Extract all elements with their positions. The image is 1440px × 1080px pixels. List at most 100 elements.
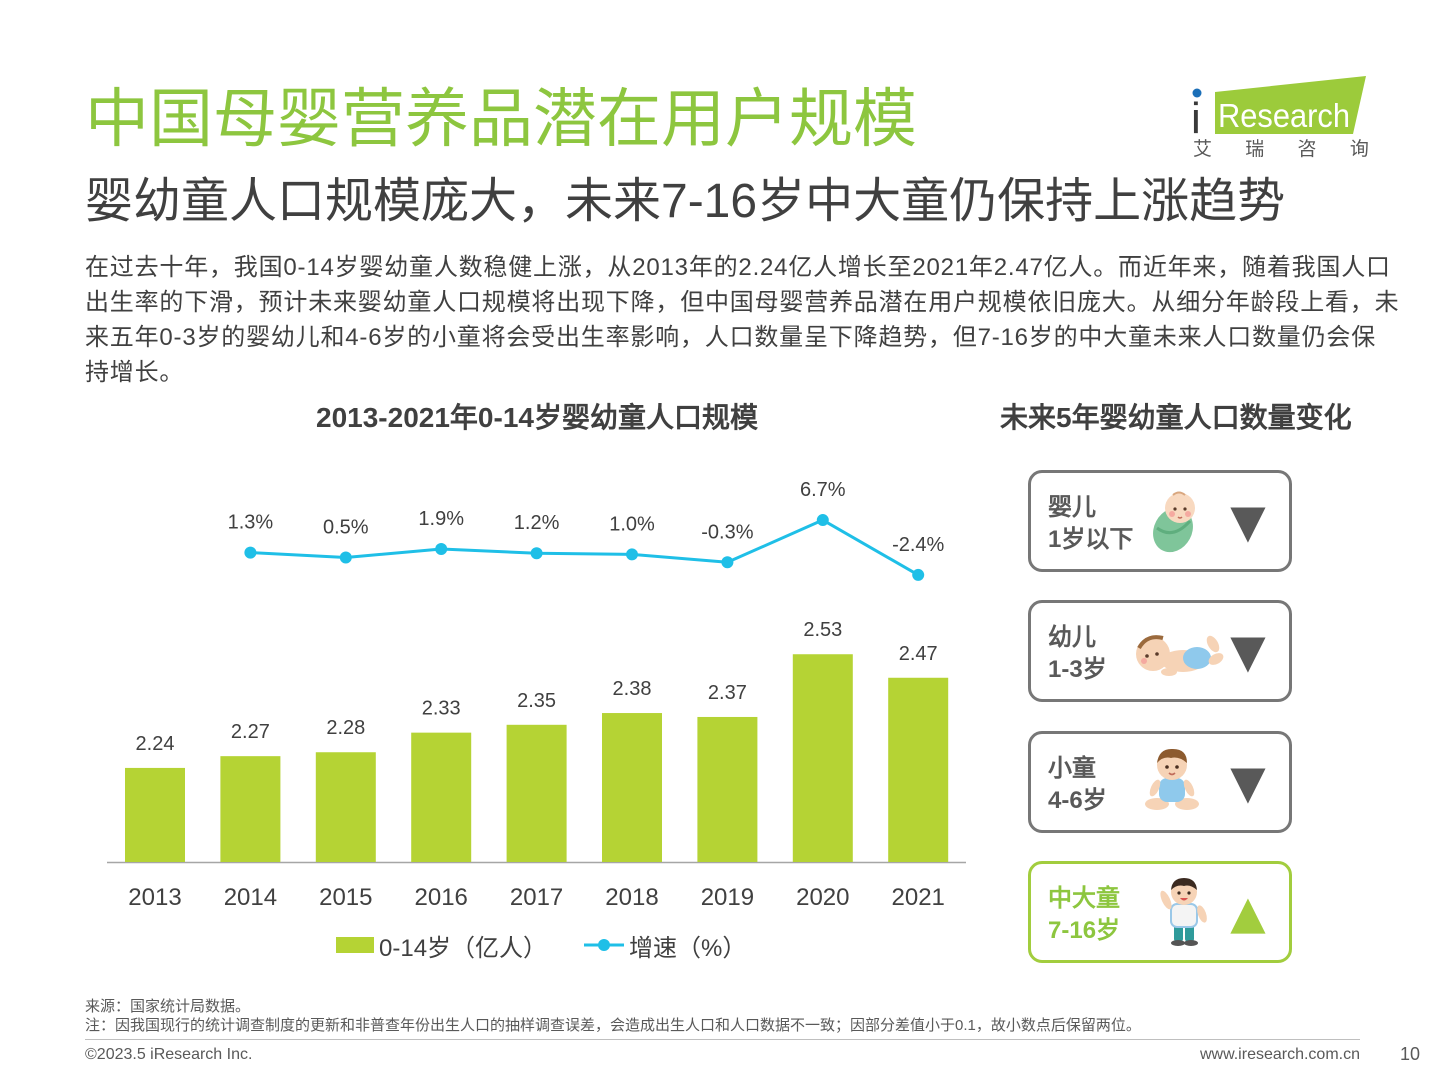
child-leg <box>1185 924 1194 942</box>
growth-point-2019 <box>721 556 734 569</box>
bar-2016 <box>411 732 472 862</box>
growth-label-2014: 1.3% <box>228 512 274 534</box>
bar-label-2013: 2.24 <box>136 733 175 755</box>
trend-down-icon: ▼ <box>1230 755 1266 809</box>
page-number: 10 <box>1400 1044 1421 1064</box>
x-tick-2018: 2018 <box>605 884 658 911</box>
baby-mouth <box>1177 516 1183 519</box>
bar-label-2019: 2.37 <box>708 682 747 704</box>
x-tick-2015: 2015 <box>319 884 372 911</box>
group-name: 幼儿 <box>1048 624 1096 651</box>
child-shoe <box>1171 940 1185 946</box>
group-name: 婴儿 <box>1048 494 1096 521</box>
bar-2019 <box>697 716 758 862</box>
bar-2013 <box>125 767 185 862</box>
page-title: 中国母婴营养品潜在用户规模 <box>85 83 917 155</box>
forecast-card-infant: 婴儿 1岁以下 ▼ <box>1028 470 1292 572</box>
iresearch-logo: i Research <box>1191 76 1366 143</box>
group-age: 4-6岁 <box>1048 787 1107 814</box>
forecast-card-toddler: 幼儿 1-3岁 ▼ <box>1028 600 1292 702</box>
child-hair <box>1171 878 1197 890</box>
x-tick-2013: 2013 <box>128 884 181 911</box>
intro-line: 出生率的下滑，预计未来婴幼童人口规模将出现下降，但中国母婴营养品潜在用户规模依旧… <box>85 289 1400 316</box>
baby-cheek <box>1141 658 1147 664</box>
forecast-card-text: 婴儿 1岁以下 <box>1048 492 1133 556</box>
legend-bar-swatch <box>336 937 374 953</box>
bar-label-2014: 2.27 <box>231 721 270 743</box>
forecast-card-older-child: 中大童 7-16岁 ▲ <box>1028 861 1292 963</box>
forecast-title: 未来5年婴幼童人口数量变化 <box>1000 402 1352 433</box>
child-mouth <box>1168 772 1176 776</box>
baby-eye <box>1155 652 1159 656</box>
bar-2017 <box>506 724 567 862</box>
child-arm <box>1183 779 1195 797</box>
child-shoe <box>1184 940 1198 946</box>
growth-line <box>250 518 919 577</box>
group-age: 7-16岁 <box>1048 917 1121 944</box>
bar-label-2021: 2.47 <box>899 643 938 665</box>
growth-point-2017 <box>530 547 543 560</box>
legend-bar-label: 0-14岁（亿人） <box>379 934 548 962</box>
bar-2020 <box>792 654 853 862</box>
logo-dot <box>1192 88 1202 98</box>
x-tick-2014: 2014 <box>224 884 277 911</box>
growth-point-2016 <box>435 543 448 556</box>
footer-divider <box>85 1039 1360 1040</box>
bar-label-2017: 2.35 <box>517 690 556 712</box>
growth-point-2020 <box>816 514 829 527</box>
baby-diaper <box>1183 647 1211 669</box>
bar-2018 <box>602 713 662 862</box>
growth-point-2014 <box>244 546 257 559</box>
child-arm <box>1160 890 1172 910</box>
intro-line: 持增长。 <box>85 359 185 386</box>
group-age: 1岁以下 <box>1048 526 1134 553</box>
baby-hair <box>1172 491 1186 496</box>
x-tick-2020: 2020 <box>796 884 849 911</box>
population-chart: 2.24 2013 2.27 2014 2.28 2015 2.33 2016 2.35 2017… <box>107 479 966 911</box>
swaddled-baby-icon <box>1153 491 1195 553</box>
growth-point-2015 <box>339 551 352 564</box>
growth-label-2020: 6.7% <box>800 479 846 501</box>
bar-2015 <box>315 752 376 862</box>
child-leg <box>1174 924 1183 942</box>
child-hair <box>1157 748 1187 763</box>
website-link[interactable]: www.iresearch.com.cn <box>1199 1046 1360 1063</box>
bar-label-2018: 2.38 <box>613 678 652 700</box>
chart-title: 2013-2021年0-14岁婴幼童人口规模 <box>316 402 758 433</box>
page-subtitle: 婴幼童人口规模庞大，未来7-16岁中大童仍保持上涨趋势 <box>85 175 1286 228</box>
baby-leg <box>1208 653 1224 665</box>
child-shirt <box>1170 903 1198 928</box>
baby-cheek <box>1185 511 1191 517</box>
baby-leg <box>1206 635 1220 653</box>
forecast-card-text: 幼儿 1-3岁 <box>1048 622 1107 686</box>
logo-chinese-name: 艾 瑞 咨 询 <box>1193 139 1383 160</box>
legend-line-swatch <box>584 939 625 951</box>
baby-cheek <box>1169 511 1175 517</box>
baby-arm <box>1161 668 1177 676</box>
child-arm <box>1149 779 1161 797</box>
child-outfit <box>1159 778 1185 802</box>
growth-point-2021 <box>912 568 925 581</box>
child-leg <box>1145 798 1169 810</box>
x-tick-2021: 2021 <box>892 884 945 911</box>
intro-paragraph: 在过去十年，我国0-14岁婴幼童人数稳健上涨，从2013年的2.24亿人增长至2… <box>85 250 1399 390</box>
logo-prefix: i <box>1191 94 1201 143</box>
child-eye <box>1177 891 1181 895</box>
sitting-child-icon <box>1145 748 1199 810</box>
forecast-card-text: 小童 4-6岁 <box>1048 753 1107 817</box>
bar-2014 <box>220 756 281 862</box>
child-eye <box>1175 765 1179 769</box>
intro-line: 来五年0-3岁的婴幼儿和4-6岁的小童将会受出生率影响，人口数量呈下降趋势，但7… <box>85 324 1377 351</box>
chart-legend: 0-14岁（亿人） 增速（%） <box>336 929 746 962</box>
copyright: ©2023.5 iResearch Inc. <box>85 1046 253 1063</box>
trend-up-icon: ▲ <box>1230 885 1266 939</box>
x-tick-2017: 2017 <box>510 884 563 911</box>
footnote: 注：因我国现行的统计调查制度的更新和非普查年份出生人口的抽样调查误差，会造成出生… <box>85 1017 1141 1034</box>
growth-label-2018: 1.0% <box>609 513 655 535</box>
logo-green-band <box>1215 76 1366 134</box>
baby-eye <box>1145 654 1149 658</box>
group-name: 小童 <box>1048 755 1096 782</box>
bar-label-2020: 2.53 <box>803 619 842 641</box>
trend-down-icon: ▼ <box>1230 624 1266 678</box>
logo-name: Research <box>1218 97 1350 134</box>
